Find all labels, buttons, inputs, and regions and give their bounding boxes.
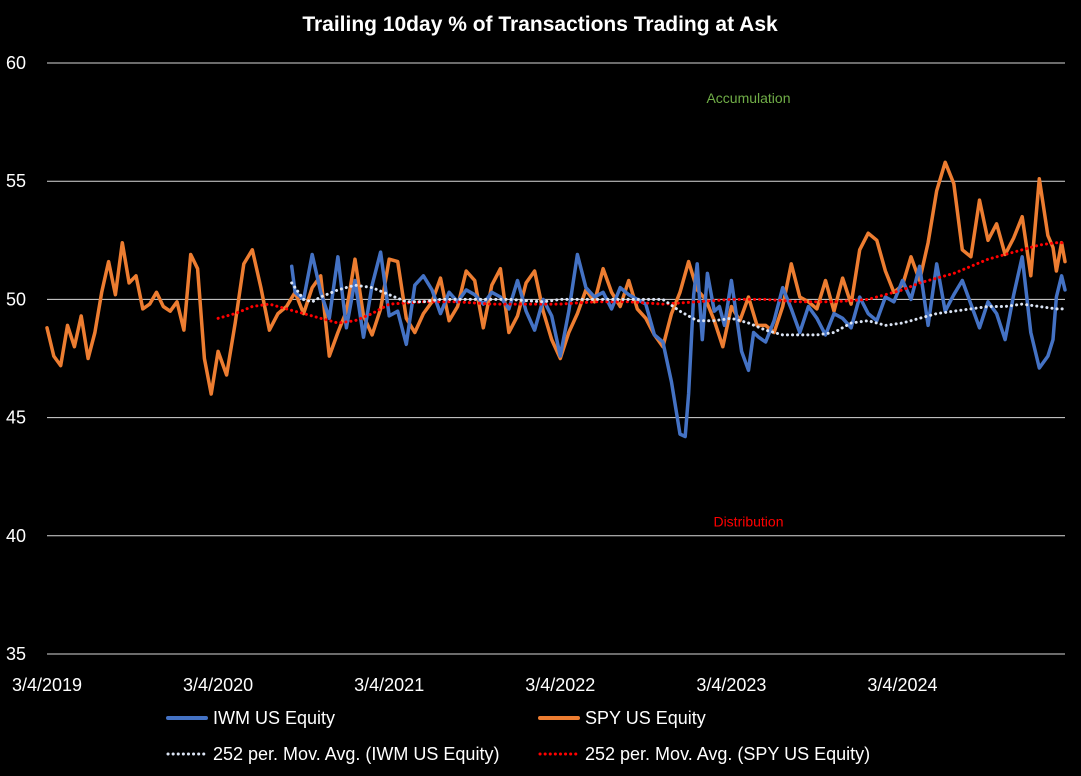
chart-title: Trailing 10day % of Transactions Trading… xyxy=(302,13,778,36)
x-axis-ticks: 3/4/2019 3/4/2020 3/4/2021 3/4/2022 3/4/2023… xyxy=(12,675,938,695)
annotations: Accumulation Distribution xyxy=(706,90,790,529)
gridlines xyxy=(47,62,1065,655)
x-tick-label: 3/4/2020 xyxy=(183,675,253,695)
x-tick-label: 3/4/2022 xyxy=(525,675,595,695)
legend: IWM US Equity SPY US Equity 252 per. Mov. … xyxy=(166,708,870,764)
legend-label: SPY US Equity xyxy=(585,708,706,728)
x-tick-label: 3/4/2021 xyxy=(354,675,424,695)
y-tick-label: 55 xyxy=(6,171,26,191)
legend-label: IWM US Equity xyxy=(213,708,335,728)
y-axis-ticks: 35 40 45 50 55 60 xyxy=(6,53,26,664)
y-tick-label: 60 xyxy=(6,53,26,73)
annotation-distribution: Distribution xyxy=(713,513,783,529)
series-line-252-per-mov-avg-iwm-us-equity xyxy=(290,281,1067,337)
y-tick-label: 50 xyxy=(6,289,26,309)
annotation-accumulation: Accumulation xyxy=(706,90,790,106)
x-tick-label: 3/4/2024 xyxy=(867,675,937,695)
series-line-iwm-us-equity xyxy=(289,250,1067,439)
series-line-spy-us-equity xyxy=(45,160,1067,396)
series-lines xyxy=(45,160,1067,439)
series-line-252-per-mov-avg-spy-us-equity xyxy=(216,241,1067,325)
legend-label: 252 per. Mov. Avg. (SPY US Equity) xyxy=(585,744,870,764)
y-tick-label: 40 xyxy=(6,526,26,546)
x-tick-label: 3/4/2023 xyxy=(696,675,766,695)
y-tick-label: 45 xyxy=(6,408,26,428)
y-tick-label: 35 xyxy=(6,644,26,664)
x-tick-label: 3/4/2019 xyxy=(12,675,82,695)
legend-label: 252 per. Mov. Avg. (IWM US Equity) xyxy=(213,744,499,764)
